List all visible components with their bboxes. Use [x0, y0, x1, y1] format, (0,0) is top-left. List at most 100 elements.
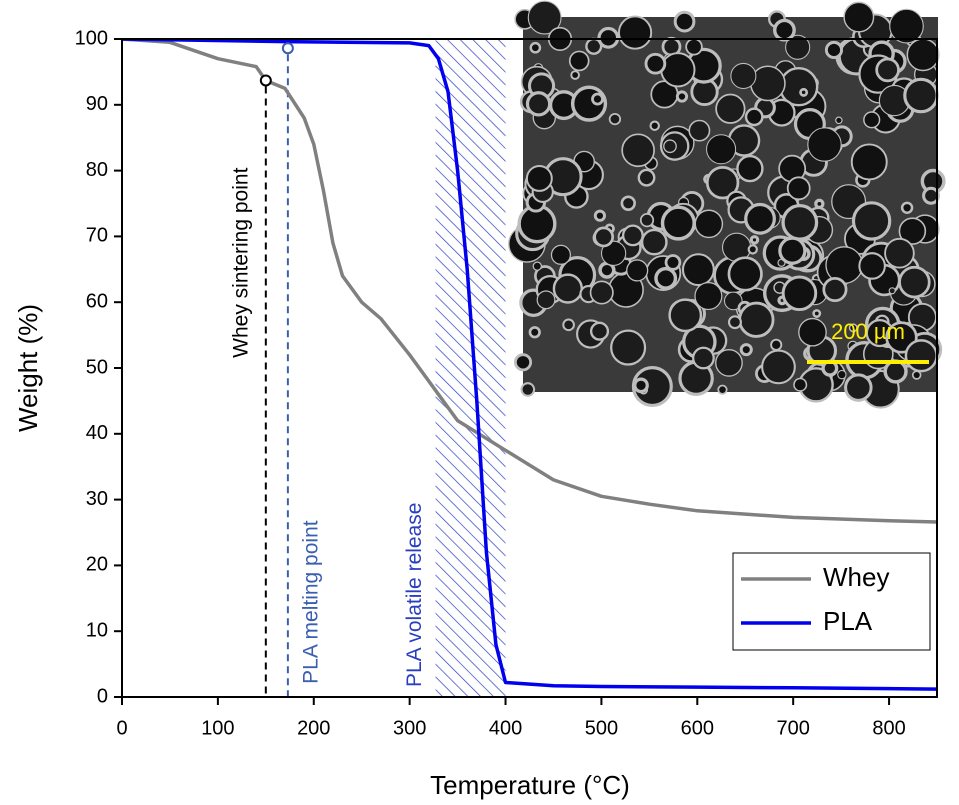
pore [838, 370, 846, 378]
pore [731, 63, 756, 88]
pore [885, 239, 914, 268]
y-tick-label: 40 [86, 422, 108, 444]
pore [641, 214, 653, 226]
pore [551, 245, 570, 264]
pore [656, 269, 675, 288]
pore [729, 258, 762, 291]
pore [611, 331, 645, 365]
pore [563, 320, 574, 331]
x-tick-label: 300 [393, 717, 426, 739]
y-axis-title: Weight (%) [13, 304, 43, 432]
pore [522, 383, 535, 396]
y-tick-label: 80 [86, 159, 108, 181]
pore [686, 39, 702, 55]
span-label: PLA volatile release [403, 503, 426, 687]
pore [591, 323, 608, 340]
x-tick-label: 400 [489, 717, 522, 739]
x-tick-label: 200 [297, 717, 330, 739]
pore [737, 156, 762, 181]
pore [661, 53, 694, 86]
pore [570, 51, 589, 70]
pore [852, 144, 887, 179]
scale-label: 200 µm [831, 319, 905, 344]
pore [729, 316, 741, 328]
pore [591, 281, 613, 303]
pore [623, 226, 642, 245]
sem-inset: 200 µm [509, 1, 944, 407]
pore [646, 54, 665, 73]
pore [663, 207, 695, 239]
pore [890, 9, 924, 43]
pore [775, 20, 794, 39]
pore [799, 319, 826, 346]
pore [902, 203, 912, 213]
pore [801, 89, 807, 95]
y-tick-label: 60 [86, 290, 108, 312]
pore [651, 122, 659, 130]
pore [741, 345, 751, 355]
pore [877, 59, 899, 81]
pore [695, 283, 722, 310]
pore [746, 109, 762, 125]
pore [627, 260, 648, 281]
x-tick-label: 0 [116, 717, 127, 739]
pore [683, 254, 714, 285]
pore [740, 303, 773, 336]
pore [515, 355, 530, 370]
pore [666, 256, 680, 270]
pore [816, 200, 823, 207]
annotation-marker [261, 75, 271, 85]
y-tick-label: 30 [86, 488, 108, 510]
pore [749, 245, 757, 253]
legend-label: PLA [823, 606, 873, 636]
pore [592, 94, 602, 104]
pore [751, 237, 757, 243]
pore [595, 228, 613, 246]
pore [814, 310, 820, 316]
pore [670, 300, 701, 331]
pore [677, 92, 686, 101]
pore [900, 267, 930, 297]
pore [783, 206, 817, 240]
pore [619, 16, 651, 48]
pore [746, 205, 775, 234]
pore [689, 120, 709, 140]
x-axis-title: Temperature (°C) [430, 770, 630, 800]
pore [864, 112, 880, 128]
y-tick-label: 50 [86, 356, 108, 378]
pore [824, 278, 846, 300]
legend-label: Whey [823, 562, 889, 592]
annotation-label: Whey sintering point [229, 167, 252, 357]
pore [531, 43, 540, 52]
annotation-label: PLA melting point [299, 520, 322, 684]
pore [599, 29, 618, 48]
scale-bar [807, 360, 929, 364]
x-tick-label: 500 [585, 717, 618, 739]
pore [885, 361, 906, 382]
pore [610, 114, 621, 125]
y-tick-label: 0 [97, 685, 108, 707]
x-tick-label: 100 [201, 717, 234, 739]
pore [693, 348, 713, 368]
pore [571, 71, 579, 79]
pore [716, 95, 745, 124]
x-tick-label: 700 [776, 717, 809, 739]
pore [780, 238, 805, 263]
pore [622, 134, 654, 166]
pore [716, 350, 742, 376]
pore [913, 371, 921, 379]
x-tick-label: 800 [872, 717, 905, 739]
pore [718, 385, 726, 393]
pore [836, 117, 842, 123]
pore [675, 12, 694, 31]
pore [783, 277, 816, 310]
pore [889, 288, 895, 294]
pore [859, 253, 884, 278]
pore [533, 262, 541, 270]
volatile-span [436, 39, 506, 697]
pore [707, 135, 736, 164]
pore [537, 291, 555, 309]
pore [808, 128, 841, 161]
annotation-marker [283, 43, 293, 53]
pore [695, 210, 722, 237]
